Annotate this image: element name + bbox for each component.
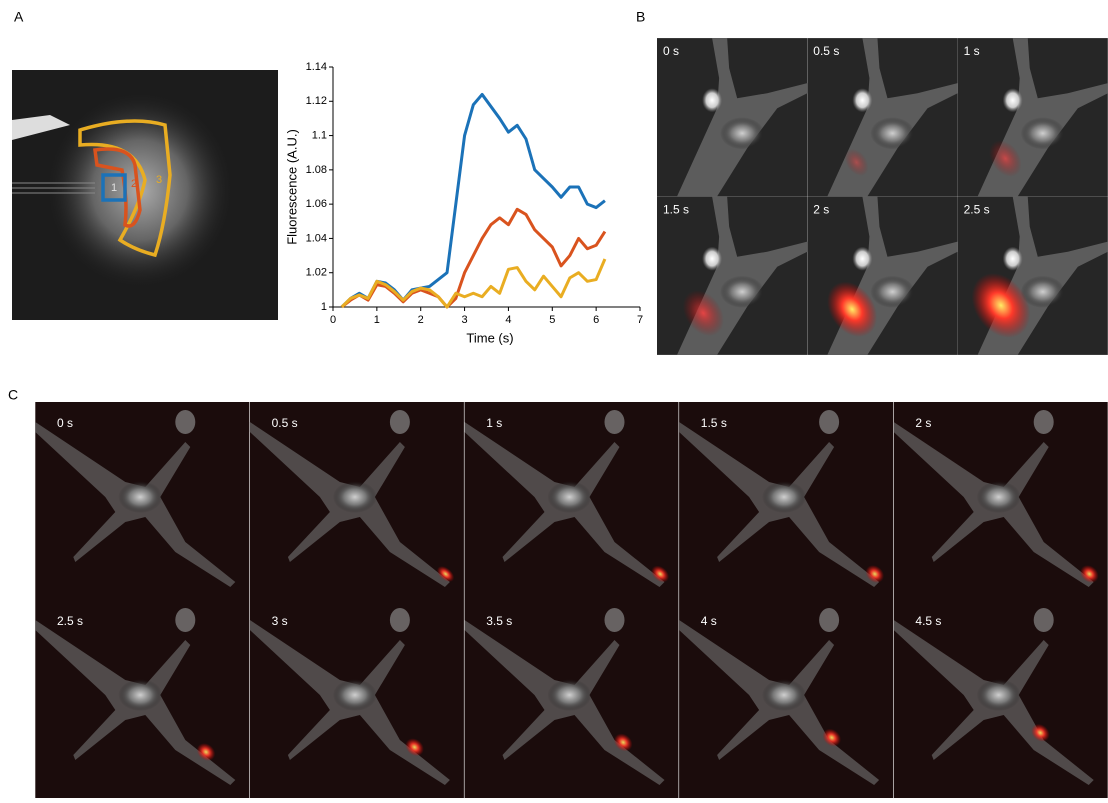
roi-label: 3 bbox=[156, 174, 162, 186]
frame-time: 0.5 s bbox=[272, 416, 298, 430]
x-tick-label: 7 bbox=[637, 314, 643, 326]
frame-time: 3.5 s bbox=[486, 614, 512, 628]
panel-b: 0 s 0.5 s 1 s 1.5 s 2 s 2.5 s bbox=[657, 38, 1108, 355]
y-tick-label: 1.04 bbox=[306, 232, 327, 244]
y-tick-label: 1.12 bbox=[306, 95, 327, 107]
micrograph bbox=[957, 38, 1108, 197]
signal-overlay bbox=[865, 565, 885, 583]
frame-time: 4.5 s bbox=[915, 614, 941, 628]
micrograph bbox=[657, 196, 808, 355]
y-tick-label: 1.06 bbox=[306, 198, 327, 210]
micrograph bbox=[464, 402, 679, 600]
frame-time: 2 s bbox=[813, 203, 829, 217]
roi-label: 2 bbox=[131, 178, 137, 190]
signal-overlay bbox=[989, 140, 1022, 177]
x-tick-label: 1 bbox=[374, 314, 380, 326]
micrograph bbox=[957, 196, 1108, 355]
data-line bbox=[340, 92, 606, 309]
micrograph bbox=[807, 196, 958, 355]
y-tick-label: 1 bbox=[321, 301, 327, 313]
micrograph bbox=[35, 402, 250, 600]
frame-time: 2.5 s bbox=[57, 614, 83, 628]
x-tick-label: 3 bbox=[462, 314, 468, 326]
signal-overlay bbox=[405, 738, 424, 757]
signal-overlay bbox=[196, 743, 216, 761]
panel-label: C bbox=[8, 387, 18, 403]
y-tick-label: 1.08 bbox=[306, 164, 327, 176]
frame-time: 0 s bbox=[57, 416, 73, 430]
micrograph bbox=[679, 600, 894, 798]
signal-overlay bbox=[971, 273, 1031, 338]
signal-overlay bbox=[651, 565, 670, 583]
panel-label: B bbox=[636, 9, 645, 25]
micrograph bbox=[679, 402, 894, 600]
frame-time: 3 s bbox=[272, 614, 288, 628]
micrograph bbox=[464, 600, 679, 798]
frame-time: 4 s bbox=[701, 614, 717, 628]
chart: Time (s) Fluorescence (A.U.) 1 1.02 1.04 1.… bbox=[284, 61, 643, 346]
y-tick-label: 1.14 bbox=[306, 61, 327, 73]
image-a: 1 2 3 bbox=[12, 70, 278, 320]
frame-time: 2 s bbox=[915, 416, 931, 430]
signal-overlay bbox=[682, 290, 724, 337]
micrograph bbox=[249, 402, 464, 600]
x-tick-label: 0 bbox=[330, 314, 336, 326]
x-tick-label: 2 bbox=[418, 314, 424, 326]
data-line bbox=[340, 258, 607, 309]
micrograph bbox=[35, 600, 250, 798]
frame-time: 0 s bbox=[663, 44, 679, 58]
x-tick-label: 4 bbox=[505, 314, 511, 326]
x-tick-label: 5 bbox=[549, 314, 555, 326]
signal-overlay bbox=[437, 566, 455, 582]
signal-overlay bbox=[1080, 565, 1099, 583]
y-axis-label: Fluorescence (A.U.) bbox=[284, 129, 299, 245]
panel-label: A bbox=[14, 9, 24, 25]
signal-overlay bbox=[1031, 723, 1050, 742]
micrograph bbox=[249, 600, 464, 798]
frame-time: 0.5 s bbox=[813, 44, 839, 58]
frame-time: 1.5 s bbox=[663, 203, 689, 217]
micrograph bbox=[893, 600, 1108, 798]
frame-time: 2.5 s bbox=[964, 203, 990, 217]
y-tick-label: 1.02 bbox=[306, 267, 327, 279]
micrograph bbox=[893, 402, 1108, 600]
x-axis-label: Time (s) bbox=[466, 330, 513, 345]
signal-overlay bbox=[822, 728, 842, 747]
frame-time: 1.5 s bbox=[701, 416, 727, 430]
signal-overlay bbox=[844, 148, 869, 176]
frame-time: 1 s bbox=[486, 416, 502, 430]
signal-overlay bbox=[827, 281, 878, 337]
micrograph bbox=[807, 38, 958, 197]
y-tick-label: 1.1 bbox=[312, 129, 327, 141]
x-tick-label: 6 bbox=[593, 314, 599, 326]
roi-label: 1 bbox=[111, 182, 117, 194]
panel-c: 0 s 0.5 s 1 s 1.5 s 2 s 2.5 s 3 s 3.5 s 4 s 4.5 s bbox=[35, 402, 1108, 798]
frame-time: 1 s bbox=[964, 44, 980, 58]
micrograph bbox=[657, 38, 808, 197]
signal-overlay bbox=[613, 733, 633, 752]
